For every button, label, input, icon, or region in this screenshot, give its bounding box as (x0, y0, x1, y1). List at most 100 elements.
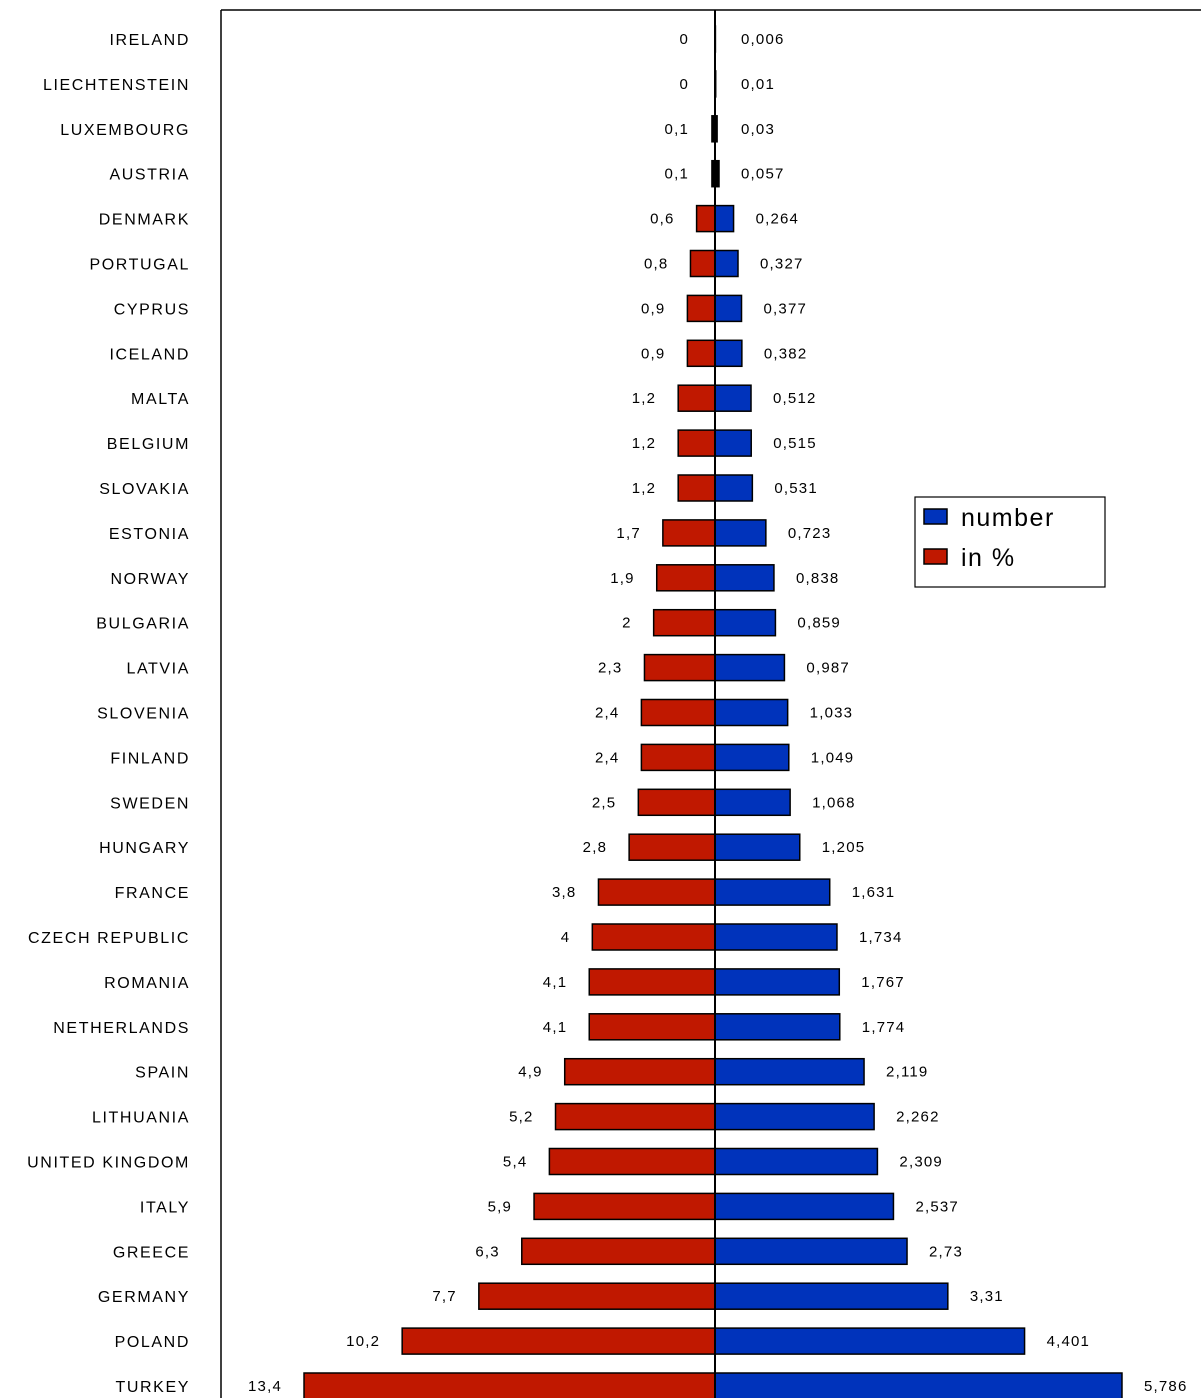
category-label: SWEDEN (110, 795, 190, 812)
bar-in-percent (640, 698, 716, 727)
bar-number (714, 474, 754, 502)
value-label-in-percent: 4,1 (543, 1019, 567, 1036)
value-label-number: 0,03 (741, 121, 775, 138)
category-label: ROMANIA (104, 975, 190, 992)
category-label: MALTA (131, 391, 190, 408)
value-label-number: 0,377 (764, 300, 808, 317)
value-label-in-percent: 1,2 (632, 390, 656, 407)
category-label: CZECH REPUBLIC (28, 930, 190, 947)
bar-number (714, 519, 767, 547)
category-label: DENMARK (99, 212, 190, 229)
category-label: LUXEMBOURG (60, 122, 190, 139)
value-label-in-percent: 4,9 (518, 1064, 542, 1081)
value-label-in-percent: 3,8 (552, 884, 576, 901)
category-label: PORTUGAL (89, 257, 190, 274)
bar-number (714, 249, 739, 278)
value-label-in-percent: 0 (679, 31, 689, 48)
bar-in-percent (533, 1192, 716, 1221)
value-label-in-percent: 1,2 (632, 480, 656, 497)
plot-frame-layer (220, 9, 1201, 1398)
category-label: BELGIUM (107, 436, 190, 453)
category-label: LIECHTENSTEIN (43, 77, 190, 94)
bar-number (714, 1327, 1026, 1355)
category-label: CYPRUS (114, 301, 190, 318)
bar-number (714, 1192, 895, 1221)
bar-in-percent (655, 564, 716, 592)
bar-in-percent (662, 519, 716, 547)
value-label-number: 0,057 (741, 166, 785, 183)
value-label-number: 1,068 (812, 794, 856, 811)
value-label-number: 1,631 (852, 884, 896, 901)
category-label: NETHERLANDS (53, 1020, 190, 1037)
value-label-number: 1,033 (810, 705, 854, 722)
bar-in-percent (686, 339, 716, 368)
bar-in-percent (677, 429, 716, 457)
bar-in-percent (677, 384, 716, 412)
value-label-number: 1,774 (862, 1019, 906, 1036)
bar-in-percent (554, 1102, 716, 1131)
bar-number (714, 788, 791, 817)
bar-in-percent (548, 1147, 716, 1176)
category-label: GERMANY (98, 1289, 190, 1306)
value-label-in-percent: 1,7 (616, 525, 640, 542)
value-label-in-percent: 2,3 (598, 660, 622, 677)
value-label-in-percent: 6,3 (475, 1243, 499, 1260)
bar-number (714, 743, 790, 772)
bar-in-percent (563, 1057, 716, 1086)
value-label-in-percent: 1,2 (632, 435, 656, 452)
value-label-in-percent: 2,4 (595, 705, 619, 722)
value-label-number: 0,382 (764, 345, 808, 362)
value-label-in-percent: 0,1 (665, 121, 689, 138)
bar-number (714, 294, 743, 323)
category-label: SLOVAKIA (99, 481, 190, 498)
category-label: ITALY (140, 1199, 190, 1216)
bar-number (714, 698, 789, 727)
bar-in-percent (303, 1372, 716, 1398)
bar-in-percent (597, 878, 716, 906)
bar-number (714, 968, 841, 996)
bar-number (714, 564, 775, 592)
value-label-number: 2,537 (915, 1198, 959, 1215)
bar-in-percent (588, 1013, 716, 1041)
value-label-in-percent: 5,2 (509, 1109, 533, 1126)
value-label-in-percent: 0,1 (665, 166, 689, 183)
value-label-number: 0,723 (788, 525, 832, 542)
bar-number (714, 339, 743, 368)
value-label-number: 0,327 (760, 256, 804, 273)
value-label-in-percent: 7,7 (432, 1288, 456, 1305)
bar-in-percent (652, 608, 716, 637)
category-label: BULGARIA (96, 616, 190, 633)
bar-in-percent (689, 249, 716, 278)
value-label-number: 0,987 (806, 660, 850, 677)
value-label-number: 1,049 (811, 749, 855, 766)
value-label-number: 1,205 (822, 839, 866, 856)
value-label-number: 0,838 (796, 570, 840, 587)
bar-in-percent (640, 743, 716, 772)
bar-in-percent (695, 204, 716, 233)
bar-number (714, 1372, 1123, 1398)
value-label-number: 2,119 (886, 1064, 928, 1081)
bar-number (714, 608, 777, 637)
bar-in-percent (478, 1282, 716, 1310)
legend-label-number: number (961, 504, 1055, 532)
value-label-number: 0,264 (756, 211, 800, 228)
bar-number (714, 1013, 841, 1041)
bar-in-percent (677, 474, 716, 502)
value-label-in-percent: 2,8 (583, 839, 607, 856)
bar-number (714, 653, 786, 682)
value-label-number: 0,006 (741, 31, 785, 48)
value-label-in-percent: 10,2 (346, 1333, 380, 1350)
bar-in-percent (521, 1237, 716, 1266)
value-label-in-percent: 0 (679, 76, 689, 93)
value-label-number: 3,31 (970, 1288, 1004, 1305)
value-label-number: 1,767 (861, 974, 905, 991)
bar-number (714, 429, 752, 457)
legend: number in % (914, 496, 1106, 588)
value-label-number: 0,859 (797, 615, 841, 632)
value-label-in-percent: 4 (561, 929, 571, 946)
category-label: HUNGARY (99, 840, 190, 857)
category-label: POLAND (115, 1334, 190, 1351)
bar-number (714, 1237, 908, 1266)
